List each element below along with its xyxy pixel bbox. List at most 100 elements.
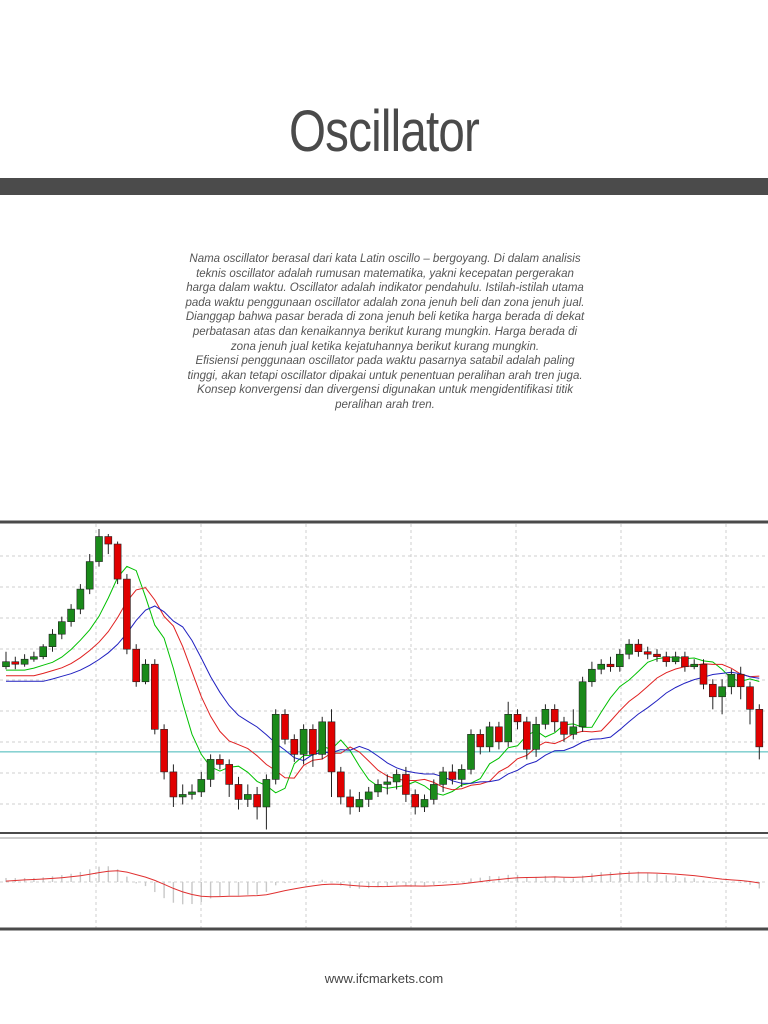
candle-body xyxy=(625,643,633,655)
candle xyxy=(411,789,420,815)
candle xyxy=(95,529,103,567)
candle-body xyxy=(48,633,57,647)
candle xyxy=(597,659,606,675)
candle-body xyxy=(346,796,354,808)
candle-body xyxy=(309,729,317,755)
candle-body xyxy=(532,724,540,750)
paragraph-1: Nama oscillator berasal dari kata Latin … xyxy=(185,253,585,353)
candle xyxy=(188,784,196,800)
candle-body xyxy=(457,769,466,780)
candle xyxy=(225,759,233,797)
candle-body xyxy=(653,653,661,658)
paragraph-3: Konsep konvergensi dan divergensi diguna… xyxy=(197,384,573,411)
candle xyxy=(309,724,317,767)
candlesticks xyxy=(2,529,764,830)
candle xyxy=(727,669,736,695)
price-chart xyxy=(0,520,768,931)
candle-body xyxy=(281,714,289,740)
candle xyxy=(216,754,224,770)
paragraph-2: Efisiensi penggunaan oscillator pada wak… xyxy=(187,355,583,382)
candle xyxy=(457,764,466,787)
candle xyxy=(615,649,624,672)
candle xyxy=(383,774,392,795)
candle-body xyxy=(216,759,224,765)
candle-body xyxy=(85,561,94,590)
page-title: Oscillator xyxy=(288,99,480,164)
candle xyxy=(522,716,531,760)
candle-body xyxy=(132,648,140,683)
candle xyxy=(234,776,243,810)
candle-body xyxy=(634,643,643,653)
candle xyxy=(67,604,75,627)
candle-body xyxy=(718,686,726,698)
candle-body xyxy=(643,651,652,655)
candle-body xyxy=(271,714,280,780)
candle xyxy=(374,779,382,797)
candle-body xyxy=(244,794,252,800)
candle-body xyxy=(615,653,624,668)
candle-body xyxy=(392,774,401,783)
candle-body xyxy=(104,536,113,545)
candle xyxy=(671,651,680,665)
candle-body xyxy=(290,739,299,755)
candle xyxy=(485,721,494,752)
candle-body xyxy=(383,781,392,785)
candle-body xyxy=(746,686,754,710)
candle xyxy=(550,704,559,732)
chart-grid xyxy=(0,524,768,928)
candle-body xyxy=(495,726,503,743)
ma-slow-line xyxy=(6,605,760,784)
candle xyxy=(495,721,503,750)
candle xyxy=(606,656,615,672)
candle xyxy=(662,651,671,667)
candle xyxy=(85,554,94,595)
candle-body xyxy=(755,709,764,748)
candle-body xyxy=(467,734,475,770)
candle xyxy=(30,651,38,662)
candle xyxy=(560,716,568,742)
candle-body xyxy=(30,656,38,660)
candle-body xyxy=(169,771,178,798)
candle-body xyxy=(39,646,48,658)
candle xyxy=(578,676,587,732)
candle xyxy=(402,766,410,802)
candle-body xyxy=(550,709,559,723)
candle-body xyxy=(374,784,382,793)
candle xyxy=(271,709,280,785)
candle-body xyxy=(541,709,550,725)
ma-fast-line xyxy=(6,565,760,796)
candle xyxy=(346,789,354,815)
candle xyxy=(141,659,150,685)
candle xyxy=(643,646,652,660)
moving-averages xyxy=(6,565,760,796)
candle-body xyxy=(578,681,587,728)
candle xyxy=(206,754,215,787)
candle-body xyxy=(262,779,271,808)
candle xyxy=(448,764,457,785)
candle xyxy=(718,679,726,715)
body-text: Nama oscillator berasal dari kata Latin … xyxy=(180,252,590,413)
candle-body xyxy=(699,663,708,685)
candle-body xyxy=(402,774,410,795)
candle-body xyxy=(299,729,308,755)
candle xyxy=(532,716,540,757)
candle xyxy=(123,574,131,655)
candle xyxy=(736,666,745,700)
candle xyxy=(39,644,48,660)
candle xyxy=(569,709,578,740)
candle xyxy=(20,654,29,667)
candle-body xyxy=(76,588,85,610)
candle-body xyxy=(364,791,373,800)
title-divider xyxy=(0,178,768,195)
candle xyxy=(625,639,633,660)
candle xyxy=(681,651,689,672)
candle xyxy=(513,709,522,730)
candle-body xyxy=(522,721,531,750)
candle xyxy=(439,766,447,792)
candle-body xyxy=(504,714,513,743)
candle xyxy=(476,729,485,755)
candle-body xyxy=(67,608,75,622)
candle xyxy=(420,794,429,812)
candle-body xyxy=(160,729,168,773)
candle-body xyxy=(597,663,606,670)
